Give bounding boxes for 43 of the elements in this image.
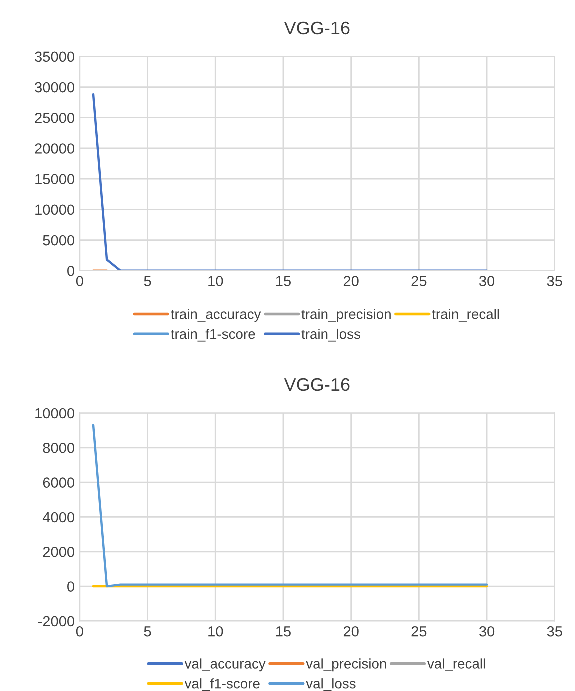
x-tick-label: 0 [76, 276, 84, 286]
legend-label: val_f1-score [184, 678, 260, 691]
chart-title: VGG-16 [284, 378, 350, 392]
x-tick-label: 20 [344, 276, 359, 286]
x-tick-label: 25 [412, 276, 427, 286]
x-tick-label: 10 [208, 626, 224, 637]
x-tick-label: 30 [479, 276, 495, 286]
x-tick-label: 30 [479, 626, 495, 637]
x-tick-label: 20 [344, 626, 359, 637]
x-tick-label: 25 [412, 626, 427, 637]
y-tick-label: 30000 [35, 82, 74, 93]
x-tick-label: 35 [547, 626, 562, 637]
y-tick-label: 4000 [42, 512, 74, 523]
legend-label: val_precision [306, 658, 386, 672]
y-tick-label: 15000 [36, 174, 74, 184]
x-tick-label: 35 [547, 276, 562, 286]
y-tick-label: 6000 [43, 478, 74, 488]
legend-label: val_loss [306, 678, 356, 691]
x-tick-label: 10 [208, 276, 224, 286]
y-tick-label: 25000 [35, 112, 74, 124]
y-tick-label: 8000 [43, 442, 74, 454]
y-tick-label: 0 [68, 266, 74, 276]
x-tick-label: 5 [144, 276, 152, 286]
chart-title: VGG-16 [284, 22, 350, 35]
legend-label: train_f1-score [171, 328, 256, 342]
y-tick-label: 2000 [43, 546, 74, 558]
y-tick-label: 5000 [43, 235, 74, 246]
y-tick-label: 10000 [36, 408, 74, 419]
legend-label: val_accuracy [184, 658, 266, 672]
x-tick-label: 0 [76, 626, 84, 637]
x-tick-label: 15 [276, 276, 291, 286]
legend-label: train_loss [302, 328, 360, 342]
y-tick-label: 0 [68, 582, 74, 592]
legend-label: val_recall [428, 658, 486, 672]
y-tick-label: 20000 [35, 144, 74, 154]
legend-label: train_recall [432, 309, 500, 322]
x-tick-label: 15 [276, 626, 291, 637]
legend-label: train_accuracy [171, 309, 262, 322]
y-tick-label: -2000 [38, 616, 74, 627]
y-tick-label: 10000 [36, 204, 74, 216]
x-tick-label: 5 [144, 626, 152, 637]
y-tick-label: 35000 [35, 52, 74, 62]
legend-label: train_precision [302, 309, 391, 322]
